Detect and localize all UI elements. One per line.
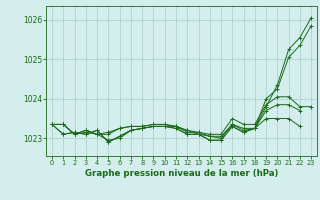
X-axis label: Graphe pression niveau de la mer (hPa): Graphe pression niveau de la mer (hPa) (85, 169, 278, 178)
